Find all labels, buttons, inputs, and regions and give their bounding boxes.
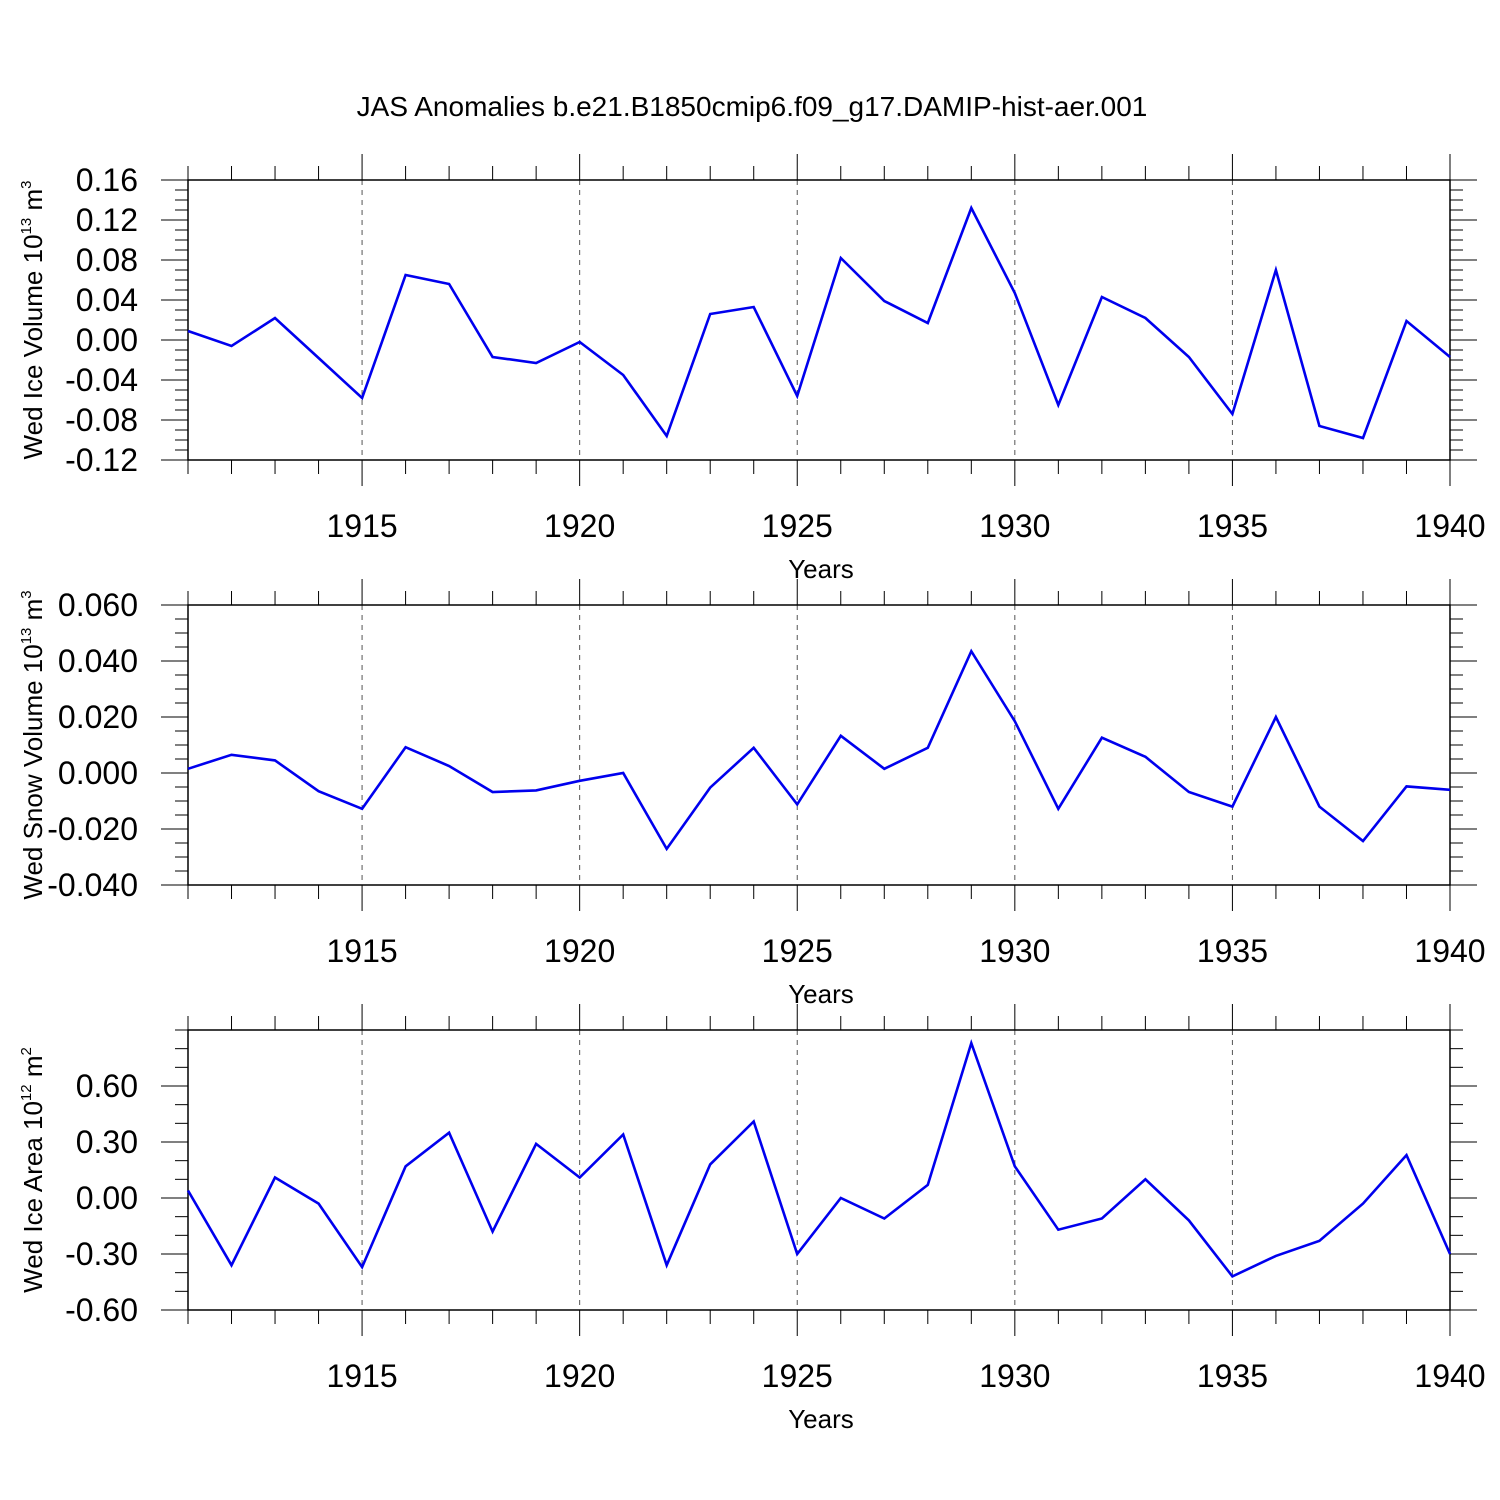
x-tick-label: 1930 xyxy=(979,508,1050,544)
y-tick-label: 0.04 xyxy=(76,282,138,318)
x-tick-label: 1925 xyxy=(762,1358,833,1394)
plot-frame xyxy=(187,1029,1451,1311)
y-axis-label-base: Wed Ice Volume 10 xyxy=(18,234,48,459)
y-tick-label: -0.08 xyxy=(65,402,138,438)
y-tick-label: 0.00 xyxy=(76,322,138,358)
y-axis-label: Wed Ice Area 1012 m2 xyxy=(18,1047,48,1293)
x-tick-label: 1920 xyxy=(544,508,615,544)
x-tick-label: 1915 xyxy=(326,1358,397,1394)
y-tick-label: 0.020 xyxy=(58,699,138,735)
y-tick-label: -0.04 xyxy=(65,362,138,398)
y-axis-label-exp: 13 xyxy=(18,628,35,645)
y-axis-label-exp: 13 xyxy=(18,218,35,235)
y-axis-label-unit: m xyxy=(18,189,48,218)
y-axis-label-unit-exp: 3 xyxy=(18,181,35,189)
y-tick-label: -0.60 xyxy=(65,1292,138,1328)
y-tick-label: 0.00 xyxy=(76,1180,138,1216)
y-tick-label: 0.60 xyxy=(76,1068,138,1104)
y-axis-label-base: Wed Snow Volume 10 xyxy=(18,644,48,899)
x-tick-label: 1935 xyxy=(1197,1358,1268,1394)
y-axis-label-unit: m xyxy=(18,599,48,628)
y-tick-label: -0.30 xyxy=(65,1236,138,1272)
y-axis-label-unit-exp: 3 xyxy=(18,590,35,598)
y-tick-label: -0.020 xyxy=(47,811,138,847)
x-tick-label: 1930 xyxy=(979,1358,1050,1394)
y-tick-label: 0.12 xyxy=(76,202,138,238)
x-tick-label: 1920 xyxy=(544,1358,615,1394)
panel-3: 1915 1920 1925 1930 1935 1940 Years -0.60 -0.30 0… xyxy=(18,1004,1486,1434)
x-tick-label: 1915 xyxy=(326,508,397,544)
plot-frame xyxy=(187,604,1451,886)
x-tick-label: 1935 xyxy=(1197,508,1268,544)
y-axis-label-unit: m xyxy=(18,1056,48,1085)
panel-1: 1915 1920 1925 1930 1935 1940 Years -0.12 -0.08 -… xyxy=(18,154,1486,584)
y-axis-label-exp: 12 xyxy=(18,1084,35,1101)
y-axis-label-base: Wed Ice Area 10 xyxy=(18,1101,48,1293)
y-axis-label: Wed Snow Volume 1013 m3 xyxy=(18,590,48,899)
panels: 1915 1920 1925 1930 1935 1940 Years -0.12 -0.08 -… xyxy=(18,154,1486,1434)
x-tick-label: 1925 xyxy=(762,933,833,969)
x-tick-label: 1915 xyxy=(326,933,397,969)
y-tick-label: 0.000 xyxy=(58,755,138,791)
x-tick-label: 1920 xyxy=(544,933,615,969)
y-tick-label: -0.12 xyxy=(65,442,138,478)
x-axis-label: Years xyxy=(788,554,854,584)
x-tick-label: 1930 xyxy=(979,933,1050,969)
series-line xyxy=(187,648,1451,852)
y-axis-label: Wed Ice Volume 1013 m3 xyxy=(18,181,48,460)
y-axis-label-unit-exp: 2 xyxy=(18,1047,35,1055)
series-line xyxy=(186,1038,1452,1279)
panel-2: 1915 1920 1925 1930 1935 1940 Years -0.040 -0.02… xyxy=(18,579,1486,1009)
y-tick-label: 0.060 xyxy=(58,587,138,623)
chart-title: JAS Anomalies b.e21.B1850cmip6.f09_g17.D… xyxy=(357,91,1148,122)
x-tick-label: 1925 xyxy=(762,508,833,544)
x-tick-label: 1940 xyxy=(1414,508,1485,544)
y-tick-label: -0.040 xyxy=(47,867,138,903)
y-tick-label: 0.16 xyxy=(76,162,138,198)
y-tick-label: 0.30 xyxy=(76,1124,138,1160)
x-axis-label: Years xyxy=(788,979,854,1009)
x-axis-label: Years xyxy=(788,1404,854,1434)
x-tick-label: 1940 xyxy=(1414,1358,1485,1394)
series-line xyxy=(187,204,1451,440)
y-tick-label: 0.040 xyxy=(58,643,138,679)
y-tick-label: 0.08 xyxy=(76,242,138,278)
x-tick-label: 1935 xyxy=(1197,933,1268,969)
x-tick-label: 1940 xyxy=(1414,933,1485,969)
